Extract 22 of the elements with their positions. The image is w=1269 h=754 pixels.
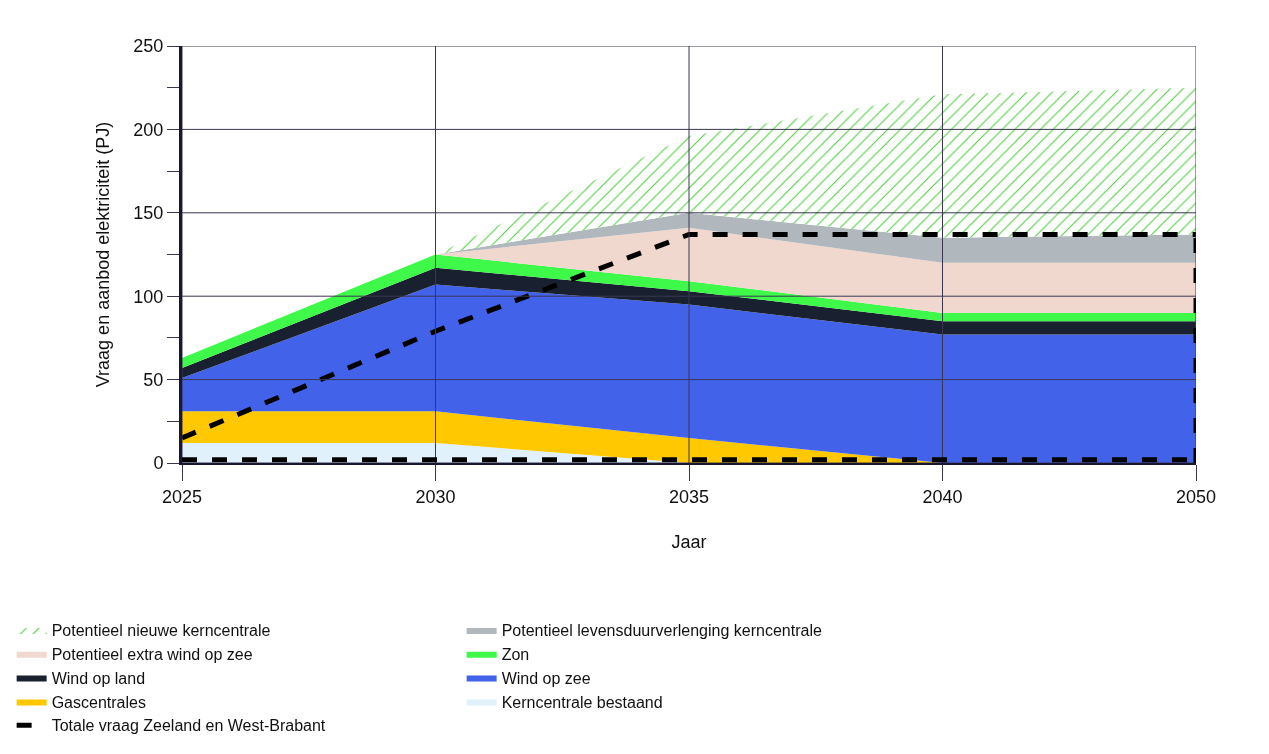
x-tick-label: 2040 [922, 486, 963, 507]
legend-label: Kerncentrale bestaand [501, 693, 663, 711]
legend-label: Wind op zee [501, 669, 591, 687]
legend-label: Potentieel extra wind op zee [51, 646, 253, 664]
y-tick-label: 250 [133, 36, 164, 57]
x-tick-label: 2035 [668, 486, 710, 507]
legend-label: Totale vraag Zeeland en West-Brabant [51, 717, 326, 735]
legend-label: Potentieel levensduurverlenging kerncentrale [501, 622, 822, 640]
legend-label: Gascentrales [51, 693, 146, 711]
legend-label: Zon [501, 646, 530, 664]
x-tick-label: 2050 [1175, 486, 1217, 507]
x-tick-label: 2030 [415, 486, 456, 507]
y-axis-title: Vraag en aanbod elektriciteit (PJ) [92, 121, 113, 388]
x-axis-title: Jaar [671, 532, 707, 553]
y-tick-label: 0 [153, 453, 164, 474]
legend-label: Potentieel nieuwe kerncentrale [51, 622, 271, 640]
legend-label: Wind op land [51, 669, 146, 687]
y-tick-label: 100 [133, 286, 164, 307]
y-tick-label: 150 [133, 203, 164, 224]
x-tick-label: 2025 [161, 486, 203, 507]
y-tick-label: 200 [133, 119, 164, 140]
y-tick-label: 50 [143, 369, 164, 390]
